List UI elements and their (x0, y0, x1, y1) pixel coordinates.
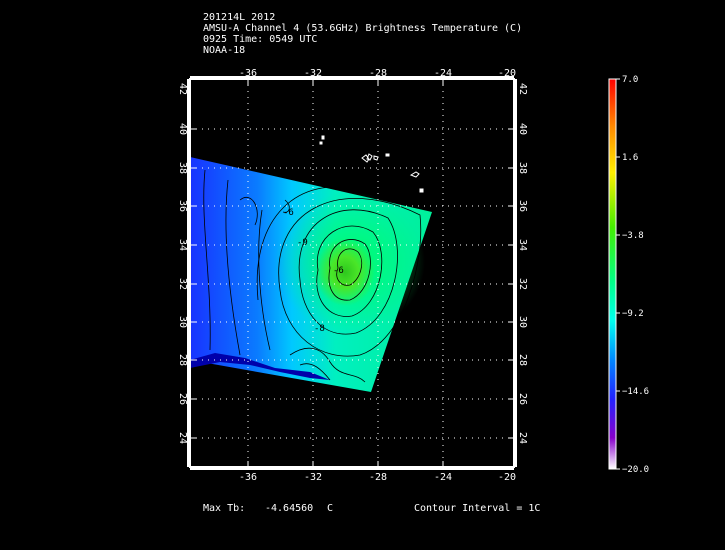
lat-tick-label-right: 32 (517, 278, 528, 290)
lon-tick-label-top: -32 (304, 68, 322, 79)
max-tb-unit: C (327, 503, 334, 514)
contour-lines (203, 169, 422, 383)
title-line-1: 201214L 2012 (203, 12, 276, 23)
lat-tick-label-left: 26 (177, 393, 188, 405)
lat-tick-label-right: 40 (517, 123, 528, 135)
colorbar-label: 7.0 (622, 75, 638, 85)
lat-tick-label-left: 24 (177, 432, 188, 444)
lat-tick-label-right: 42 (517, 83, 528, 95)
lon-tick-label-bottom: -24 (434, 472, 452, 483)
cold-patch (190, 353, 330, 380)
lat-tick-label-right: 24 (517, 432, 528, 444)
warm-core (315, 238, 375, 306)
lat-tick-label-left: 36 (177, 200, 188, 212)
lat-tick-label-left: 28 (177, 354, 188, 366)
lon-tick-label-bottom: -28 (369, 472, 387, 483)
lon-tick-label-bottom: -36 (239, 472, 257, 483)
contour-label: -6 (283, 208, 294, 218)
max-tb-label: Max Tb: (203, 503, 246, 514)
lat-tick-label-right: 36 (517, 200, 528, 212)
lat-tick-label-left: 30 (177, 316, 188, 328)
lat-tick-labels-left: 24 26 28 30 32 34 36 38 40 42 (177, 83, 188, 444)
lon-tick-label-bottom: -20 (498, 472, 516, 483)
lat-tick-label-left: 34 (177, 239, 188, 251)
max-tb-value: -4.64560 (265, 503, 314, 514)
lat-tick-label-right: 30 (517, 316, 528, 328)
lat-tick-label-left: 40 (177, 123, 188, 135)
contour-label: -8 (314, 324, 325, 334)
contour-label-group: -6 -8 -9 -6 (283, 208, 344, 334)
contour-interval: Contour Interval = 1C (414, 503, 541, 514)
frame-ticks (190, 79, 514, 467)
lon-tick-label-top: -20 (498, 68, 516, 79)
lon-tick-label-bottom: -32 (304, 472, 322, 483)
title-line-3: 0925 Time: 0549 UTC (203, 34, 318, 45)
lat-tick-label-left: 32 (177, 278, 188, 290)
colorbar-label: −3.8 (622, 231, 644, 241)
lon-tick-label-top: -36 (239, 68, 257, 79)
title-line-4: NOAA-18 (203, 45, 246, 56)
lon-tick-labels-top: -36 -32 -28 -24 -20 (239, 68, 516, 79)
colorbar-label: −14.6 (622, 387, 649, 397)
lat-tick-label-right: 34 (517, 239, 528, 251)
colorbar-label: −9.2 (622, 309, 644, 319)
map-frame (187, 76, 517, 470)
lon-tick-label-top: -24 (434, 68, 452, 79)
colorbar: 7.0 1.6 −3.8 −9.2 −14.6 −20.0 (608, 75, 649, 475)
colorbar-gradient (608, 78, 617, 470)
contour-label: -6 (333, 266, 344, 276)
lat-tick-label-right: 28 (517, 354, 528, 366)
lat-tick-label-left: 38 (177, 162, 188, 174)
colorbar-label: −20.0 (622, 465, 649, 475)
colorbar-label: 1.6 (622, 153, 638, 163)
lat-tick-labels-right: 24 26 28 30 32 34 36 38 40 42 (517, 83, 528, 444)
lat-tick-label-right: 26 (517, 393, 528, 405)
lat-tick-label-right: 38 (517, 162, 528, 174)
lat-lon-grid (190, 79, 514, 467)
lon-tick-labels-bottom: -36 -32 -28 -24 -20 (239, 472, 516, 483)
lat-tick-label-left: 42 (177, 83, 188, 95)
title-line-2: AMSU-A Channel 4 (53.6GHz) Brightness Te… (203, 23, 523, 34)
land-outlines (319, 135, 424, 193)
lon-tick-label-top: -28 (369, 68, 387, 79)
contour-label: -9 (297, 238, 308, 248)
